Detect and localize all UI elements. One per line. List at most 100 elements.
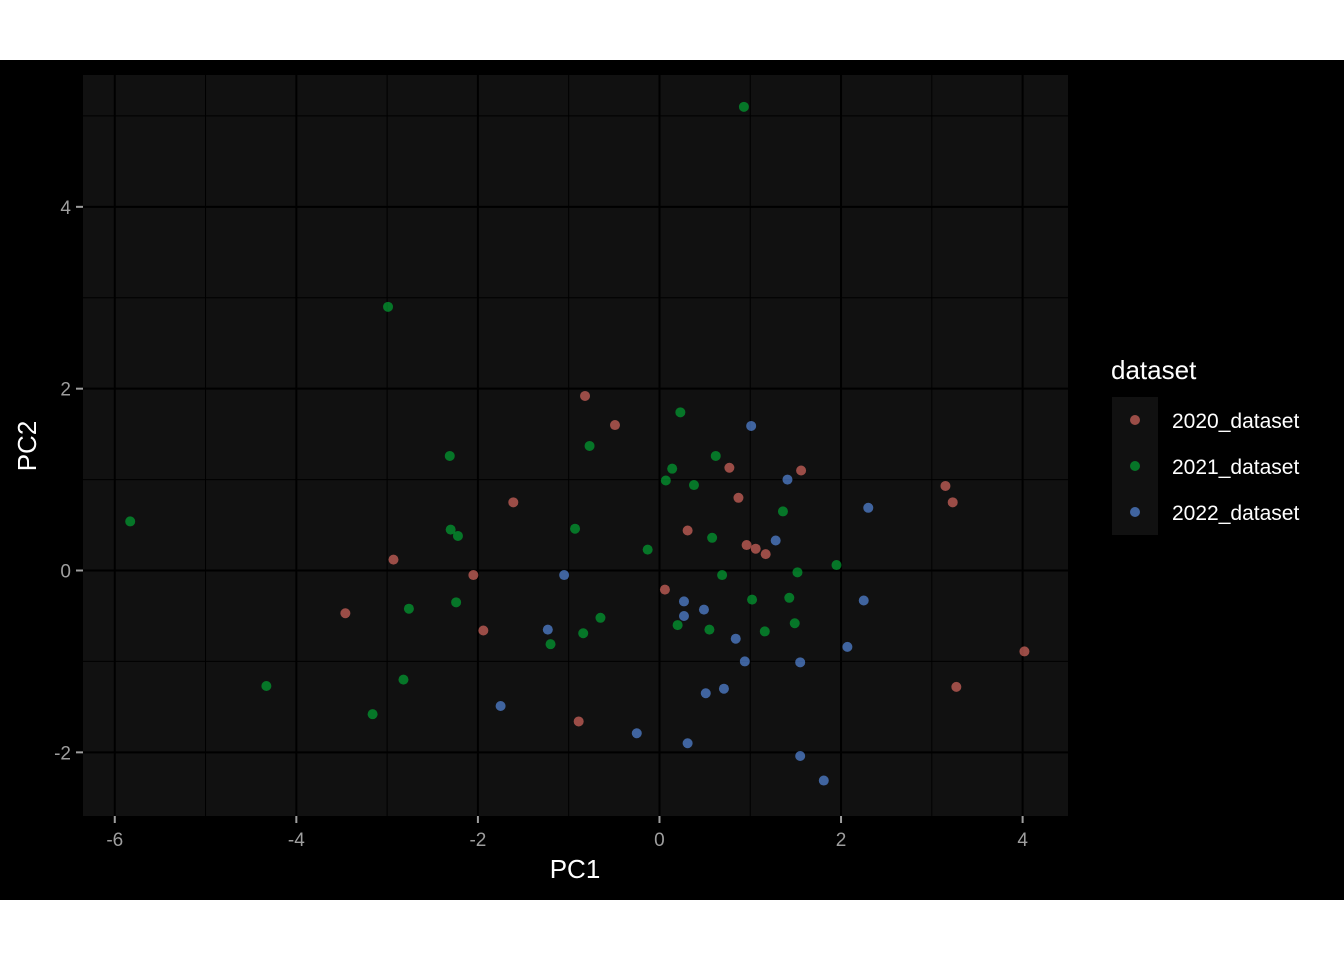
data-point [940, 480, 951, 491]
x-axis-title: PC1 [550, 854, 601, 884]
data-point [700, 688, 711, 699]
data-point [760, 549, 771, 560]
data-point [784, 592, 795, 603]
legend-entry: 2020_dataset [1130, 410, 1299, 433]
legend-entry: 2021_dataset [1130, 456, 1299, 479]
scatter-chart: -6 -4 -2 0 2 4 -2 0 2 4 PC1 PC2 dataset 2020_dat… [12, 75, 1299, 884]
data-point [717, 570, 728, 581]
data-point [682, 738, 693, 749]
data-point [759, 626, 770, 637]
data-point [842, 641, 853, 652]
data-point [733, 492, 744, 503]
data-point [403, 603, 414, 614]
legend-label: 2020_dataset [1172, 410, 1299, 433]
x-tick-label: -6 [106, 830, 123, 851]
y-tick-label: 2 [60, 380, 71, 401]
panel-background [83, 75, 1068, 816]
x-tick-label: 0 [654, 830, 665, 851]
data-point [261, 680, 272, 691]
legend-key [1130, 461, 1140, 471]
data-point [559, 570, 570, 581]
data-point [445, 524, 456, 535]
data-point [478, 625, 489, 636]
x-tick-label: 4 [1017, 830, 1028, 851]
data-point [125, 516, 136, 527]
data-point [383, 301, 394, 312]
data-point [792, 567, 803, 578]
data-point [545, 639, 556, 650]
legend-entry: 2022_dataset [1130, 502, 1299, 525]
y-axis: -2 0 2 4 [54, 198, 83, 764]
data-point [444, 450, 455, 461]
y-axis-title: PC2 [12, 421, 42, 472]
data-point [678, 610, 689, 621]
data-point [570, 523, 581, 534]
data-point [660, 475, 671, 486]
major-gridlines [83, 75, 1068, 816]
data-point [818, 775, 829, 786]
data-point [738, 101, 749, 112]
legend: dataset 2020_dataset 2021_dataset 2022_dat… [1111, 355, 1299, 535]
x-tick-label: 2 [836, 830, 847, 851]
data-point [667, 463, 678, 474]
chart-frame: -6 -4 -2 0 2 4 -2 0 2 4 PC1 PC2 dataset 2020_dat… [0, 60, 1344, 900]
data-point [675, 407, 686, 418]
data-point [642, 544, 653, 555]
y-tick-label: -2 [54, 743, 71, 764]
data-point [340, 608, 351, 619]
data-point [678, 596, 689, 607]
data-point [388, 554, 399, 565]
data-point [682, 525, 693, 536]
points-layer [125, 101, 1030, 786]
data-point [746, 420, 757, 431]
y-tick-label: 4 [60, 198, 71, 219]
legend-key [1130, 415, 1140, 425]
data-point [508, 497, 519, 508]
data-point [858, 595, 869, 606]
data-point [698, 604, 709, 615]
legend-label: 2022_dataset [1172, 502, 1299, 525]
series-2021_dataset [125, 101, 842, 720]
data-point [782, 474, 793, 485]
data-point [795, 657, 806, 668]
data-point [741, 540, 752, 551]
data-point [739, 656, 750, 667]
data-point [795, 750, 806, 761]
data-point [688, 480, 699, 491]
data-point [770, 535, 781, 546]
data-point [951, 681, 962, 692]
legend-title: dataset [1111, 355, 1197, 385]
data-point [580, 390, 591, 401]
data-point [573, 716, 584, 727]
data-point [724, 462, 735, 473]
minor-gridlines [83, 75, 1068, 816]
data-point [710, 450, 721, 461]
data-point [398, 674, 409, 685]
series-2020_dataset [340, 390, 1030, 727]
series-2022_dataset [495, 420, 874, 786]
data-point [452, 530, 463, 541]
data-point [947, 497, 958, 508]
x-tick-label: -2 [469, 830, 486, 851]
legend-entries: 2020_dataset 2021_dataset 2022_dataset [1130, 410, 1299, 525]
data-point [796, 465, 807, 476]
data-point [750, 543, 761, 554]
data-point [578, 628, 589, 639]
data-point [609, 420, 620, 431]
data-point [468, 570, 479, 581]
data-point [730, 633, 741, 644]
legend-label: 2021_dataset [1172, 456, 1299, 479]
data-point [707, 532, 718, 543]
data-point [451, 597, 462, 608]
data-point [789, 618, 800, 629]
data-point [672, 620, 683, 631]
data-point [595, 612, 606, 623]
data-point [777, 506, 788, 517]
x-axis: -6 -4 -2 0 2 4 [106, 816, 1028, 851]
y-tick-label: 0 [60, 562, 71, 583]
data-point [367, 709, 378, 720]
data-point [718, 683, 729, 694]
data-point [631, 728, 642, 739]
legend-key [1130, 507, 1140, 517]
data-point [584, 440, 595, 451]
